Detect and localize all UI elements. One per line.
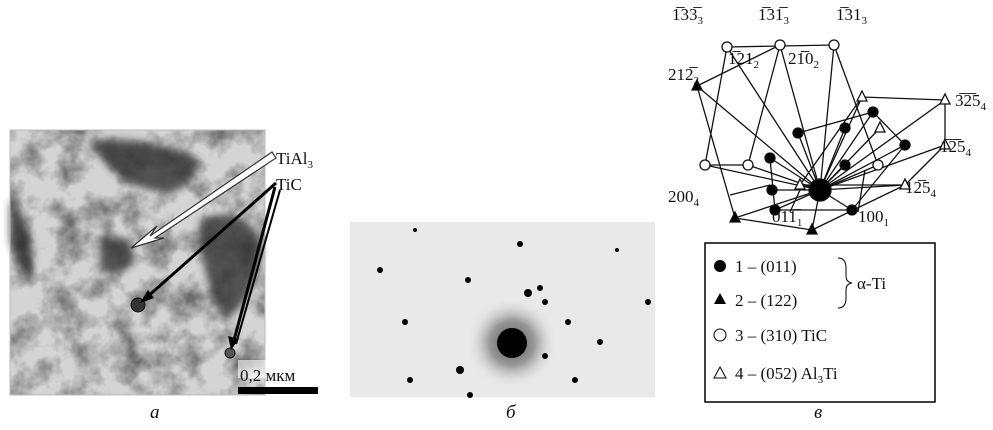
spot-alpha-ti-1 bbox=[793, 128, 803, 138]
caption: в bbox=[814, 402, 822, 423]
spot-index: 1̅2̅54 bbox=[940, 137, 972, 159]
spot-alpha-ti-1 bbox=[847, 205, 857, 215]
index-sub: 1 bbox=[797, 217, 803, 229]
pointer bbox=[730, 185, 770, 195]
index-sub: 4 bbox=[694, 197, 700, 209]
index-sub: 4 bbox=[931, 188, 937, 200]
index: 12̅5 bbox=[905, 178, 931, 197]
legend-marker bbox=[714, 367, 726, 378]
label-tic: TiC bbox=[276, 175, 302, 194]
label-tial3: TiAl3 bbox=[276, 149, 314, 171]
scheme-line bbox=[820, 128, 880, 190]
spot-index: 1̅31̅3 bbox=[758, 5, 790, 27]
scale-bar-label: 0,2 мкм bbox=[240, 366, 296, 385]
diffraction-spot bbox=[456, 366, 464, 374]
diffraction-spot bbox=[572, 377, 578, 383]
index-sub: 4 bbox=[981, 101, 987, 113]
spot-al3ti bbox=[940, 94, 950, 104]
spot-tic bbox=[700, 160, 710, 170]
spot-index: 1̅313 bbox=[836, 5, 868, 27]
index: 100 bbox=[858, 207, 884, 226]
spot-tic bbox=[873, 160, 883, 170]
spot-index: 2004 bbox=[668, 187, 700, 209]
diffraction-spot bbox=[402, 319, 408, 325]
diffraction-spot bbox=[645, 299, 651, 305]
diffraction-spot bbox=[597, 339, 603, 345]
caption: б bbox=[506, 402, 517, 423]
diffraction-spot bbox=[565, 319, 571, 325]
index-sub: 2 bbox=[694, 75, 700, 87]
spot-tic bbox=[829, 40, 839, 50]
index: 21̅0 bbox=[788, 49, 814, 68]
diffraction-spot bbox=[467, 392, 473, 398]
legend-entry: 2 – (122) bbox=[735, 291, 797, 310]
brace bbox=[838, 258, 852, 308]
index: 1̅21 bbox=[728, 49, 754, 68]
indexing-scheme bbox=[692, 40, 950, 234]
diffraction-spot bbox=[407, 377, 413, 383]
diffraction-spot bbox=[524, 289, 532, 297]
figure: TiAl3 TiC 0,2 мкм а б 1̅33̅31̅31̅31̅3131… bbox=[0, 0, 993, 430]
index: 200 bbox=[668, 187, 694, 206]
spot-al3ti bbox=[857, 91, 867, 101]
spot-index: 1̅212 bbox=[728, 49, 759, 71]
index: 3̅2̅5 bbox=[955, 91, 981, 110]
spot-alpha-ti-1 bbox=[765, 153, 775, 163]
legend-entry: 4 – (052) Al3Ti bbox=[735, 364, 838, 386]
index-sub: 4 bbox=[966, 147, 972, 159]
spot-index: 3̅2̅54 bbox=[955, 91, 987, 113]
phase-label: α-Ti bbox=[857, 274, 886, 293]
legend-entry: 3 – (310) TiC bbox=[735, 326, 827, 345]
micrograph bbox=[10, 130, 318, 395]
legend-marker bbox=[714, 293, 726, 304]
index-sub: 3 bbox=[698, 15, 704, 27]
spot-alpha-ti-1 bbox=[767, 185, 777, 195]
spot-tic bbox=[743, 160, 753, 170]
scheme-line bbox=[820, 45, 834, 190]
spot-alpha-ti-1 bbox=[840, 160, 850, 170]
diffraction-spot bbox=[517, 241, 523, 247]
index-sub: 2 bbox=[814, 59, 820, 71]
spot-index: 12̅54 bbox=[905, 178, 937, 200]
spot-index: 212̅2 bbox=[668, 65, 699, 87]
index: 1̅31 bbox=[836, 5, 862, 24]
central-spot bbox=[809, 179, 831, 201]
diffraction-spot bbox=[465, 277, 471, 283]
spot-alpha-ti-1 bbox=[868, 107, 878, 117]
index-sub: 3 bbox=[784, 15, 790, 27]
index-sub: 1 bbox=[884, 217, 890, 229]
diffraction-pattern bbox=[350, 222, 655, 398]
scheme-line bbox=[770, 158, 775, 210]
legend-marker bbox=[714, 260, 726, 272]
spot-alpha-ti-1 bbox=[840, 123, 850, 133]
scheme-line bbox=[820, 97, 862, 190]
diffraction-spot bbox=[542, 353, 548, 359]
scheme-line bbox=[862, 97, 945, 100]
spot-alpha-ti-1 bbox=[900, 140, 910, 150]
legend-entry: 1 – (011) bbox=[735, 257, 797, 276]
index-sub: 3 bbox=[862, 15, 868, 27]
diffraction-spot bbox=[542, 299, 548, 305]
diffraction-spot bbox=[537, 285, 543, 291]
diffraction-spot bbox=[377, 267, 383, 273]
spot-index: 1001 bbox=[858, 207, 889, 229]
caption: а bbox=[150, 402, 160, 423]
index: 1̅2̅5 bbox=[940, 137, 966, 156]
spot-tic bbox=[775, 40, 785, 50]
index-sub: 2 bbox=[754, 59, 760, 71]
legend-marker bbox=[714, 329, 726, 341]
spot-index: 1̅33̅3 bbox=[672, 5, 704, 27]
diffraction-spot bbox=[413, 228, 417, 232]
scheme-line bbox=[697, 86, 820, 190]
diffraction-spot bbox=[615, 248, 619, 252]
scheme-line bbox=[705, 47, 727, 165]
spot-index: 21̅02 bbox=[788, 49, 819, 71]
